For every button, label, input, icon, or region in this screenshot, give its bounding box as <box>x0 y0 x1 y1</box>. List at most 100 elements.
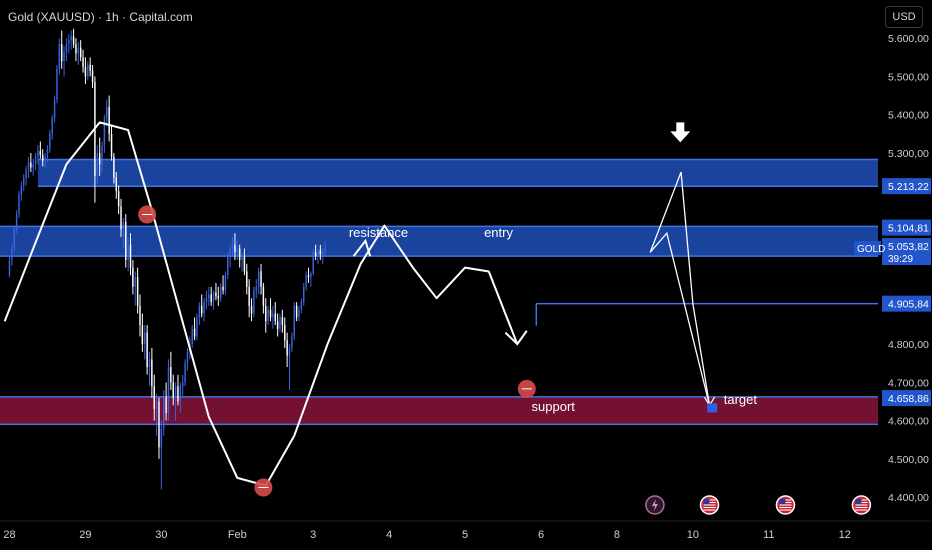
candle-body <box>58 43 61 69</box>
candle-body <box>110 133 113 157</box>
candle-body <box>300 302 303 310</box>
candle <box>284 317 286 348</box>
candle <box>84 57 87 85</box>
candle <box>324 240 326 257</box>
candle <box>146 325 148 375</box>
candle <box>170 351 172 390</box>
candle-body <box>113 156 115 178</box>
candle <box>250 298 253 322</box>
candle-body <box>229 248 231 257</box>
candle <box>167 359 170 421</box>
candle-body <box>172 382 174 398</box>
candle <box>298 305 300 322</box>
current-price-tag <box>882 238 931 266</box>
candle <box>219 282 222 303</box>
candle <box>129 233 132 276</box>
candle <box>312 248 314 276</box>
candle <box>139 294 141 337</box>
curve-arrowhead <box>504 330 528 346</box>
price-level-label: 5.104,81 <box>888 223 929 235</box>
candle <box>103 114 106 153</box>
y-tick-label: 4.500,00 <box>888 454 929 466</box>
currency-button[interactable]: USD <box>885 6 923 28</box>
candle-body <box>231 244 234 249</box>
candle <box>210 286 212 306</box>
x-tick-label: 28 <box>3 529 15 541</box>
candle <box>158 397 160 459</box>
candle-body <box>13 229 15 249</box>
candle <box>262 282 265 314</box>
candle-body <box>125 221 127 260</box>
candle <box>269 298 272 322</box>
candle-body <box>51 118 53 134</box>
candle-body <box>79 47 82 58</box>
x-tick-label: 8 <box>614 529 620 541</box>
candle <box>303 282 305 306</box>
down-arrow-icon <box>670 122 691 143</box>
candle-body <box>234 244 236 253</box>
candle <box>265 298 267 333</box>
candle-body <box>136 277 139 306</box>
candle-body <box>291 336 293 348</box>
candle-body <box>15 214 18 230</box>
support-zone <box>0 396 878 425</box>
candle-body <box>276 321 279 329</box>
candle-body <box>274 313 277 322</box>
y-tick-label: 5.300,00 <box>888 148 929 160</box>
candle-body <box>162 397 165 429</box>
candle <box>174 382 177 421</box>
candle-body <box>224 275 227 291</box>
candle-body <box>89 65 91 71</box>
flag-event-icon[interactable] <box>699 495 720 515</box>
candle-body <box>41 154 44 161</box>
candle <box>255 279 258 299</box>
candle <box>215 282 217 301</box>
flag-event-icon[interactable] <box>851 495 872 515</box>
flag-event-icon[interactable] <box>775 495 796 515</box>
candle <box>87 61 89 81</box>
candle <box>151 347 153 398</box>
current-price-label: 5.053,82 <box>888 241 929 253</box>
candle <box>132 260 134 295</box>
candle <box>46 145 49 163</box>
candle-body <box>22 177 25 186</box>
candle-body <box>37 151 39 157</box>
candle-body <box>84 66 87 77</box>
candle <box>321 248 324 264</box>
candle-body <box>265 305 267 322</box>
candle-body <box>279 317 281 329</box>
candle <box>307 267 310 283</box>
candle-body <box>314 252 317 257</box>
candle-body <box>250 305 253 314</box>
annotation-target: target <box>724 392 758 407</box>
x-tick-label: 6 <box>538 529 544 541</box>
candle <box>193 317 196 341</box>
candle-body <box>108 107 110 134</box>
candle <box>229 244 231 268</box>
flag-canton <box>779 499 786 504</box>
symbol-tag <box>854 241 881 256</box>
candle <box>153 374 155 421</box>
candle-body <box>63 51 65 62</box>
y-tick-label: 5.600,00 <box>888 33 929 45</box>
candle <box>11 244 13 266</box>
candle-body <box>25 170 27 178</box>
candle-body <box>312 252 314 274</box>
candle-body <box>122 221 125 230</box>
candle <box>115 172 118 199</box>
candle <box>267 305 269 325</box>
candle <box>236 240 239 260</box>
candle <box>231 237 234 257</box>
candle-body <box>177 386 179 402</box>
candle-body <box>65 43 68 52</box>
candle-body <box>72 36 75 44</box>
candle <box>198 302 201 325</box>
candle-body <box>262 286 265 306</box>
candle <box>22 173 25 192</box>
candle <box>58 38 61 75</box>
y-tick-label: 5.500,00 <box>888 71 929 83</box>
lightning-event-icon[interactable] <box>645 495 665 515</box>
candle-body <box>288 347 291 356</box>
